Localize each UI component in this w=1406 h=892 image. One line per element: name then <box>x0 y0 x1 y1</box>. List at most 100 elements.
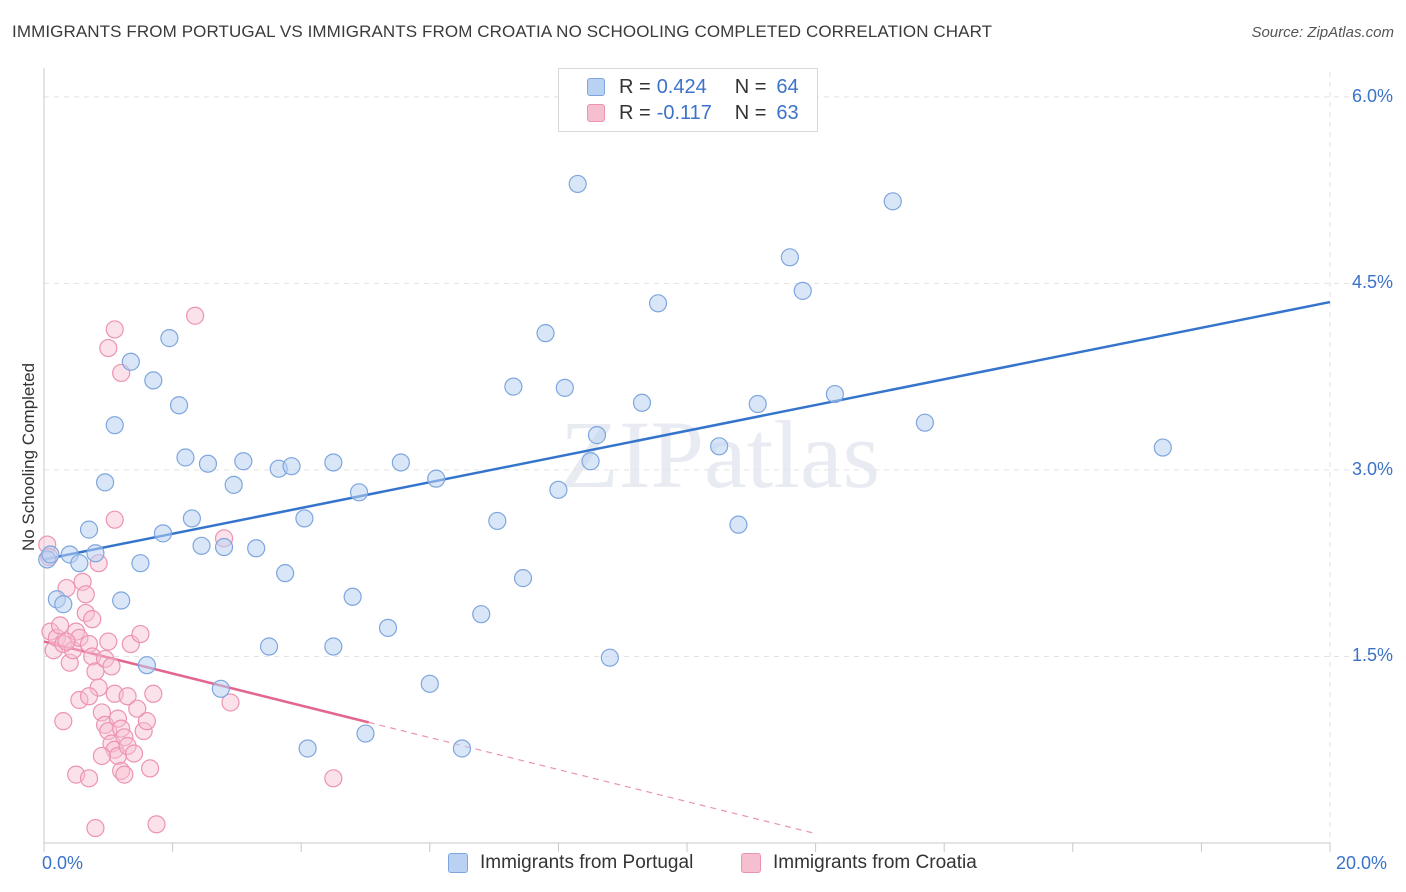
portugal-point <box>472 605 491 624</box>
portugal-point <box>282 457 301 476</box>
croatia-point <box>95 649 115 669</box>
portugal-point <box>549 480 568 499</box>
portugal-points <box>38 174 1172 758</box>
portugal-point <box>112 591 131 610</box>
portugal-point <box>793 281 812 300</box>
croatia-point <box>83 610 102 629</box>
portugal-point <box>825 384 844 404</box>
legend-row-croatia: R = -0.117 N = 63 <box>587 101 799 125</box>
portugal-point <box>391 453 410 472</box>
portugal-point <box>1153 438 1172 457</box>
legend-r-label: R = <box>619 75 651 98</box>
portugal-point <box>915 413 935 432</box>
portugal-point <box>153 524 173 543</box>
croatia-point <box>70 690 89 710</box>
y-tick-label: 3.0% <box>1351 458 1393 479</box>
croatia-point <box>105 510 124 529</box>
portugal-legend-swatch <box>448 853 468 873</box>
croatia-point <box>324 769 343 788</box>
portugal-point <box>452 739 472 758</box>
portugal-point <box>276 564 295 583</box>
croatia-points <box>38 306 343 838</box>
portugal-point <box>79 520 99 539</box>
legend-r-value: -0.117 <box>656 101 712 124</box>
legend-n-value: 63 <box>776 101 799 124</box>
portugal-point <box>748 394 767 414</box>
portugal-trend-line <box>43 300 1331 561</box>
portugal-point <box>420 674 439 693</box>
portugal-point <box>121 352 140 371</box>
croatia-point <box>131 624 150 644</box>
croatia-swatch <box>587 104 605 122</box>
y-tick-label: 6.0% <box>1351 85 1393 106</box>
croatia-legend-label: Immigrants from Croatia <box>773 852 977 873</box>
portugal-point <box>324 453 343 472</box>
trend-lines <box>43 300 1331 835</box>
portugal-point <box>198 454 218 473</box>
portugal-point <box>137 656 156 675</box>
croatia-point <box>108 709 128 728</box>
portugal-point <box>144 371 163 390</box>
croatia-point <box>50 616 70 635</box>
portugal-point <box>105 416 124 435</box>
correlation-legend: R = 0.424 N = 64 R = -0.117 N = 63 <box>558 68 818 132</box>
croatia-point <box>54 712 73 731</box>
portugal-point <box>224 475 243 494</box>
croatia-point <box>79 687 99 706</box>
croatia-point <box>57 632 76 651</box>
portugal-swatch <box>587 78 605 96</box>
portugal-point <box>214 537 234 557</box>
portugal-point <box>632 393 652 412</box>
croatia-point <box>76 585 95 604</box>
legend-row-portugal: R = 0.424 N = 64 <box>587 75 799 99</box>
legend-r-value: 0.424 <box>656 75 707 98</box>
y-tick-label: 1.5% <box>1351 645 1393 666</box>
legend-n-value: 64 <box>776 75 799 98</box>
croatia-point <box>99 338 118 358</box>
legend-n-label: N = <box>734 75 767 98</box>
portugal-point <box>513 569 533 588</box>
croatia-point <box>118 687 137 706</box>
portugal-point <box>70 554 89 573</box>
portugal-point <box>324 637 343 656</box>
portugal-point <box>555 378 574 397</box>
croatia-point <box>105 320 124 339</box>
portugal-point <box>169 396 189 415</box>
portugal-point <box>234 452 253 471</box>
croatia-point <box>102 657 121 676</box>
y-tick-label: 4.5% <box>1351 272 1393 293</box>
axes <box>43 68 1331 852</box>
croatia-point <box>134 721 153 741</box>
portugal-point <box>298 739 317 758</box>
portugal-point <box>729 515 748 534</box>
portugal-point <box>160 329 179 348</box>
croatia-point <box>99 632 118 651</box>
croatia-point <box>54 634 73 654</box>
croatia-point <box>92 746 111 766</box>
portugal-point <box>192 536 211 555</box>
source-label: Source: ZipAtlas.com <box>1251 24 1394 41</box>
portugal-point <box>247 539 266 558</box>
portugal-point <box>176 448 195 467</box>
x-tick-label-min: 0.0% <box>42 853 84 873</box>
portugal-point <box>581 452 600 471</box>
croatia-point <box>118 736 137 756</box>
portugal-point <box>504 377 523 396</box>
x-tick-label-max: 20.0% <box>1336 853 1388 873</box>
portugal-point <box>41 545 60 564</box>
croatia-point <box>124 744 144 763</box>
portugal-point <box>536 324 555 343</box>
croatia-point <box>121 634 140 654</box>
croatia-legend-swatch <box>741 853 761 873</box>
croatia-point <box>86 818 105 838</box>
croatia-point <box>140 759 160 778</box>
croatia-point <box>147 815 166 834</box>
grid-lines <box>44 72 1378 843</box>
portugal-point <box>356 724 375 743</box>
portugal-point <box>568 174 587 194</box>
portugal-point <box>259 637 279 656</box>
portugal-point <box>95 473 115 492</box>
portugal-point <box>488 511 507 531</box>
portugal-point <box>427 469 446 488</box>
